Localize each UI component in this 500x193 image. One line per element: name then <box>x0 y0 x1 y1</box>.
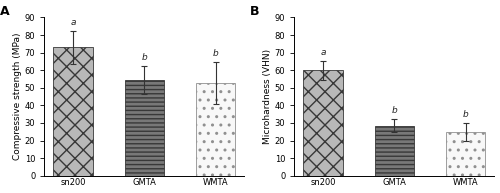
Bar <box>125 80 164 176</box>
Text: A: A <box>0 5 10 18</box>
Y-axis label: Microhardness (VHN): Microhardness (VHN) <box>263 49 272 144</box>
Text: a: a <box>70 18 76 27</box>
Text: B: B <box>250 5 260 18</box>
Y-axis label: Compressive strength (MPa): Compressive strength (MPa) <box>13 33 22 160</box>
Text: b: b <box>213 49 218 58</box>
Bar <box>54 47 92 176</box>
Text: b: b <box>142 53 148 62</box>
Text: b: b <box>392 107 397 115</box>
Bar <box>196 83 235 176</box>
Text: a: a <box>320 47 326 57</box>
Text: b: b <box>463 110 468 119</box>
Bar <box>375 126 414 176</box>
Bar <box>304 70 343 176</box>
Bar <box>446 132 486 176</box>
